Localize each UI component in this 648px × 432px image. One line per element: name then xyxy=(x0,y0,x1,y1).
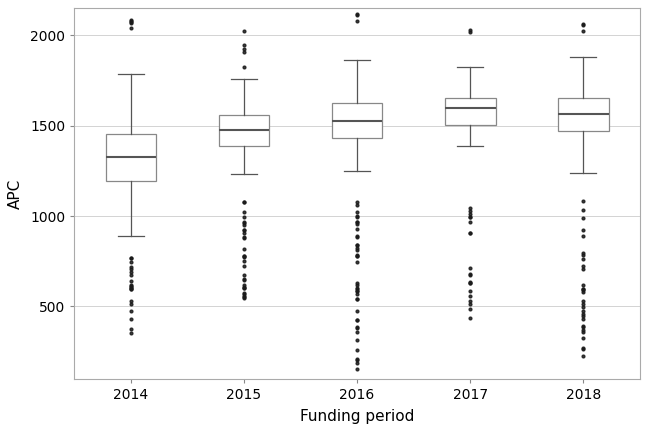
PathPatch shape xyxy=(218,115,270,146)
Y-axis label: APC: APC xyxy=(8,178,23,209)
PathPatch shape xyxy=(106,134,156,181)
PathPatch shape xyxy=(332,103,382,138)
PathPatch shape xyxy=(445,98,496,125)
PathPatch shape xyxy=(558,98,608,130)
X-axis label: Funding period: Funding period xyxy=(300,409,414,424)
